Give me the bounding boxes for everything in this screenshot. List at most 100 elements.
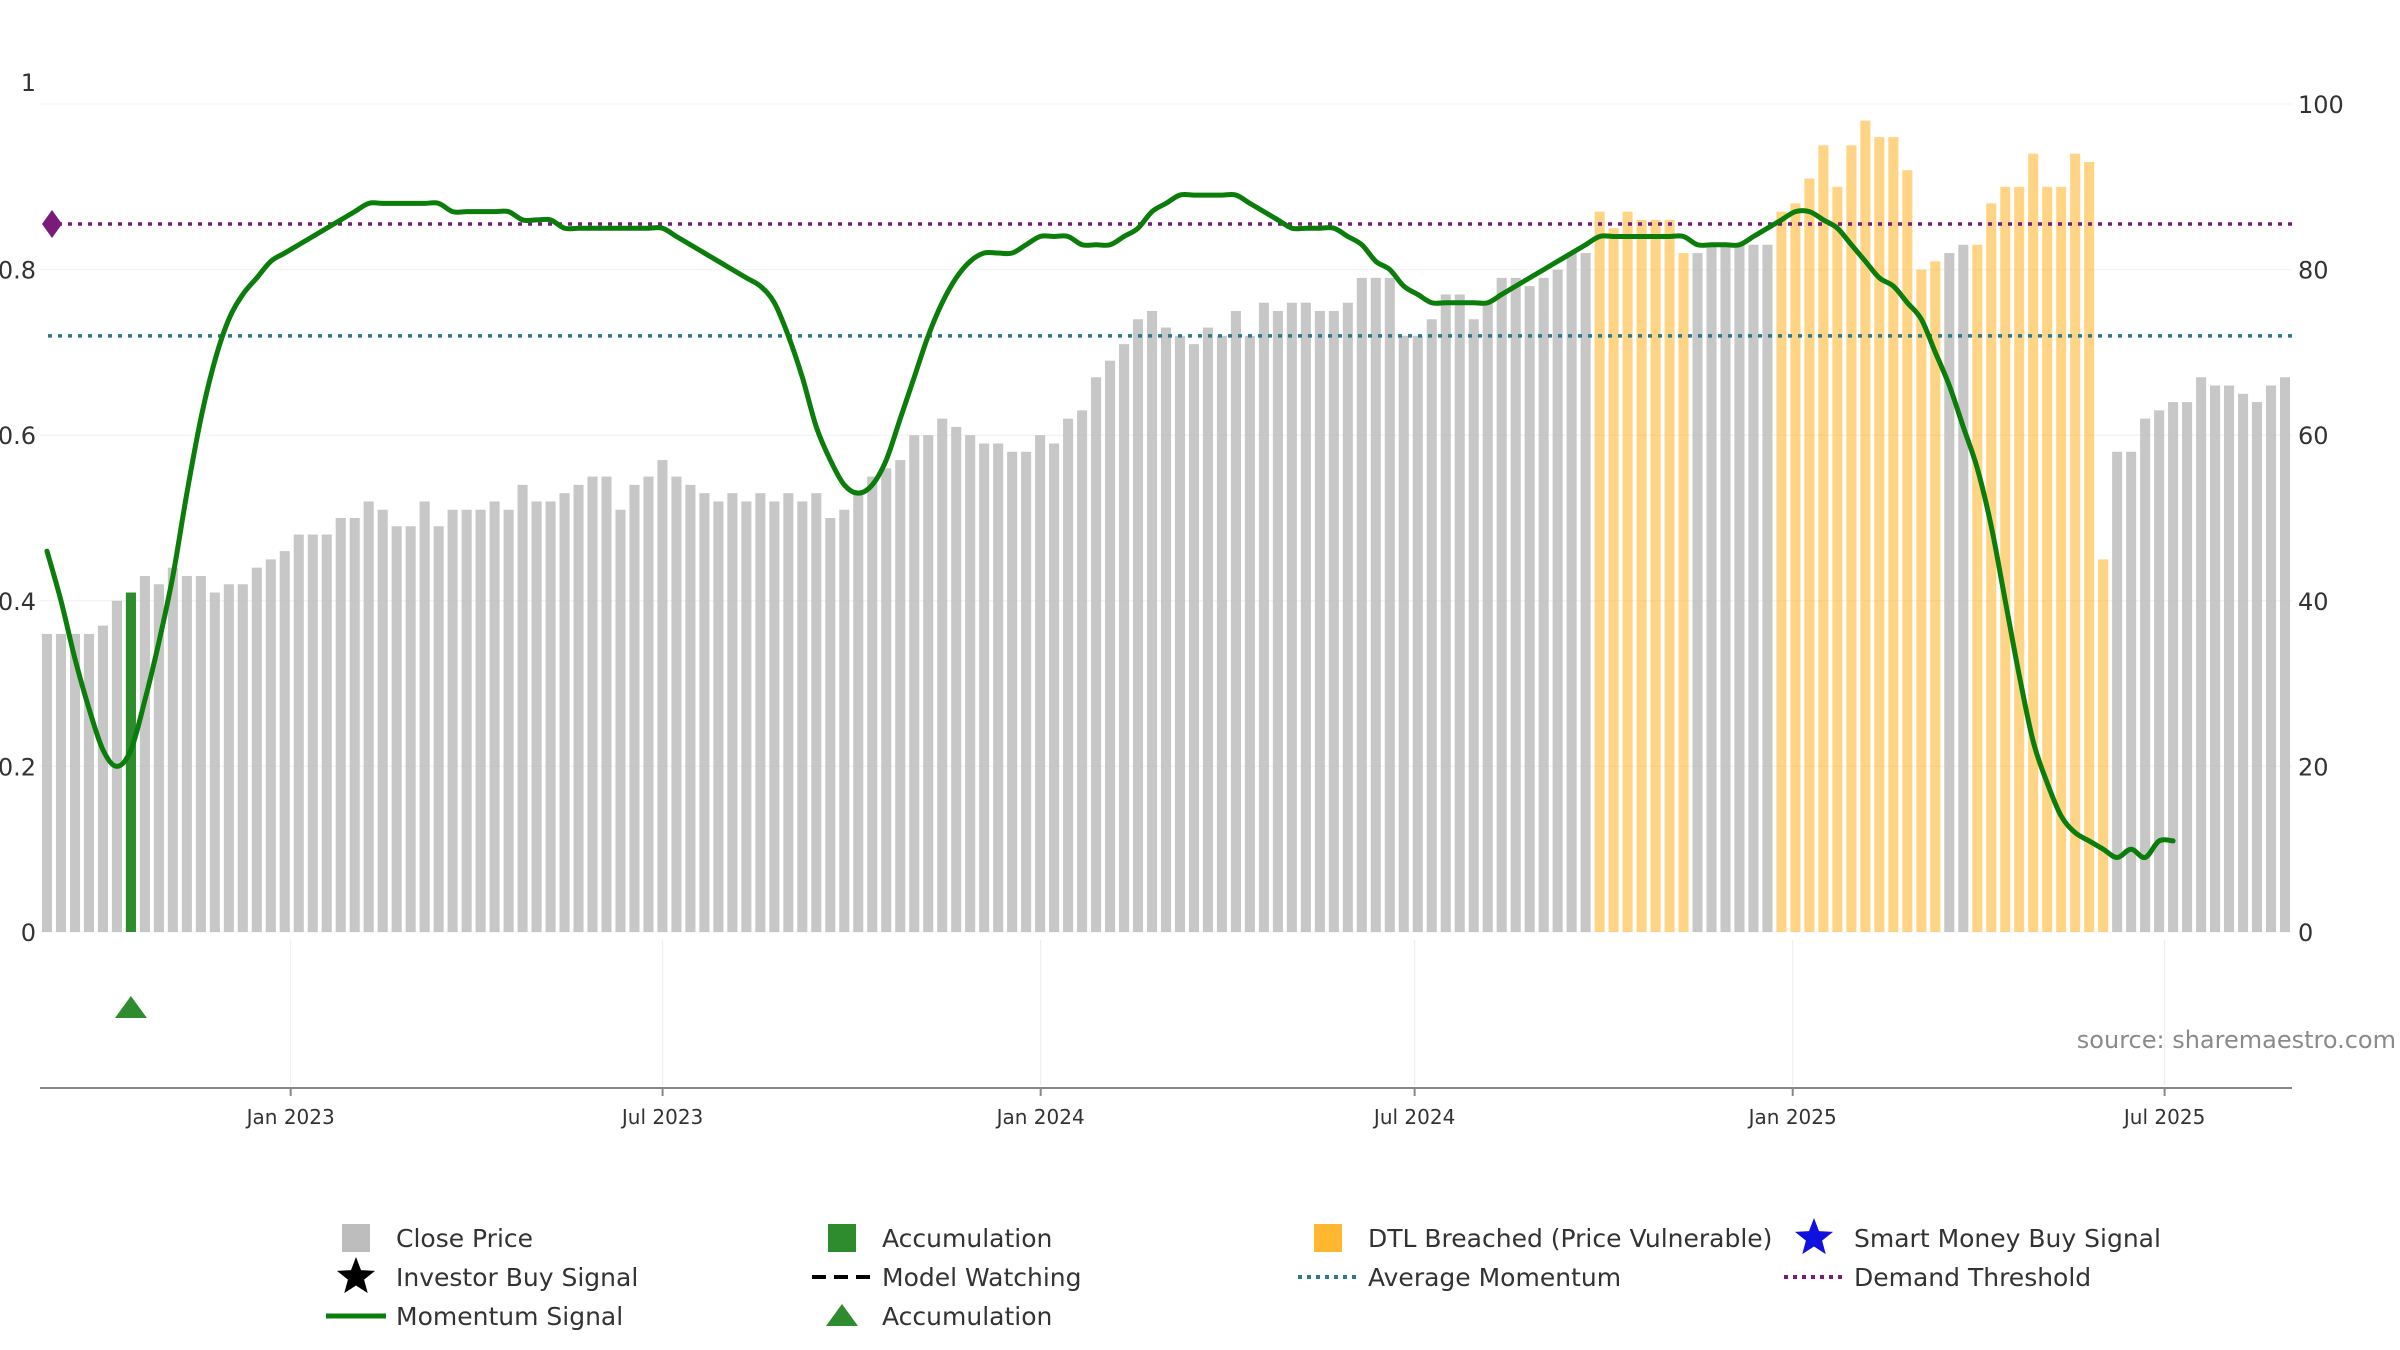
legend-label: Accumulation bbox=[882, 1302, 1052, 1331]
bars-layer bbox=[41, 120, 2291, 933]
close-price-bar bbox=[1384, 277, 1395, 932]
close-price-bar bbox=[433, 526, 444, 932]
close-price-bar bbox=[783, 493, 794, 932]
left-axis-tick-label: 0.2 bbox=[0, 753, 36, 781]
close-price-bar bbox=[2154, 410, 2165, 932]
close-price-bar bbox=[1930, 261, 1941, 932]
close-price-bar bbox=[657, 460, 668, 932]
close-price-bar bbox=[1370, 277, 1381, 932]
legend-item: Close Price bbox=[342, 1224, 533, 1253]
close-price-bar bbox=[2014, 186, 2025, 933]
close-price-bar bbox=[1146, 311, 1158, 932]
close-price-bar bbox=[797, 501, 808, 932]
close-price-bar bbox=[699, 493, 710, 932]
close-price-bar bbox=[1846, 145, 1857, 932]
close-price-bar bbox=[181, 575, 192, 932]
legend-item: Average Momentum bbox=[1298, 1263, 1621, 1292]
x-axis-tick-label: Jul 2024 bbox=[1372, 1105, 1455, 1129]
close-price-bar bbox=[349, 518, 360, 932]
legend-item: DTL Breached (Price Vulnerable) bbox=[1314, 1224, 1772, 1253]
close-price-bar bbox=[2126, 451, 2137, 932]
close-price-bar bbox=[1007, 451, 1018, 932]
close-price-bar bbox=[307, 534, 318, 932]
close-price-bar bbox=[1902, 170, 1913, 933]
right-axis-tick-label: 0 bbox=[2298, 919, 2313, 947]
legend-label: Model Watching bbox=[882, 1263, 1082, 1292]
close-price-bar bbox=[573, 484, 584, 932]
close-price-bar bbox=[2028, 153, 2039, 932]
close-price-bar bbox=[867, 476, 878, 932]
close-price-bar bbox=[1790, 203, 1801, 933]
legend-item: Smart Money Buy Signal bbox=[1794, 1218, 2161, 1255]
close-price-bar bbox=[1622, 211, 1633, 932]
close-price-bar bbox=[1328, 311, 1339, 932]
close-price-bar bbox=[1244, 335, 1255, 933]
close-price-bar bbox=[1636, 219, 1647, 933]
close-price-bar bbox=[853, 493, 864, 932]
close-price-bar bbox=[811, 493, 822, 932]
accumulation-triangle-marker bbox=[114, 996, 147, 1018]
close-price-bar bbox=[1021, 451, 1032, 932]
legend-item: Investor Buy Signal bbox=[336, 1257, 638, 1294]
orange-square-icon bbox=[1314, 1224, 1342, 1252]
close-price-bar bbox=[1748, 244, 1759, 932]
close-price-bar bbox=[41, 633, 53, 932]
close-price-bar bbox=[461, 509, 472, 932]
legend-label: Momentum Signal bbox=[396, 1302, 623, 1331]
legend-item: Demand Threshold bbox=[1784, 1263, 2091, 1292]
close-price-bar bbox=[1454, 294, 1465, 932]
close-price-bar bbox=[2251, 402, 2263, 933]
close-price-bar bbox=[1398, 335, 1409, 933]
close-price-bar bbox=[755, 493, 766, 932]
close-price-bar bbox=[1063, 418, 1074, 932]
green-triangle-icon bbox=[826, 1304, 858, 1326]
demand-threshold-diamond bbox=[42, 210, 62, 239]
legend-item: Accumulation bbox=[828, 1224, 1052, 1253]
close-price-bar bbox=[1706, 244, 1717, 932]
x-axis-tick-label: Jul 2025 bbox=[2122, 1105, 2205, 1129]
close-price-bar bbox=[1804, 178, 1815, 932]
close-price-bar bbox=[1272, 311, 1283, 932]
legend-item: Momentum Signal bbox=[326, 1302, 623, 1331]
close-price-bar bbox=[545, 501, 556, 932]
close-price-bar bbox=[1216, 335, 1227, 933]
left-axis-tick-label: 1 bbox=[21, 69, 36, 97]
close-price-bar bbox=[55, 633, 67, 932]
momentum-signal-line bbox=[44, 191, 2176, 861]
close-price-bar bbox=[1188, 344, 1200, 932]
close-price-bar bbox=[377, 509, 388, 932]
green-square-icon bbox=[828, 1224, 856, 1252]
close-price-bar bbox=[475, 509, 486, 932]
close-price-bar bbox=[1678, 253, 1689, 933]
close-price-bar bbox=[1972, 244, 1983, 932]
close-price-bar bbox=[2084, 161, 2095, 932]
close-price-bar bbox=[1566, 253, 1577, 933]
close-price-bar bbox=[1091, 377, 1102, 932]
close-price-bar bbox=[1077, 410, 1088, 932]
close-price-bar bbox=[1538, 277, 1549, 932]
close-price-bar bbox=[1426, 319, 1437, 932]
x-axis-tick-label: Jan 2024 bbox=[995, 1105, 1085, 1129]
close-price-bar bbox=[1300, 302, 1311, 933]
close-price-bar bbox=[391, 526, 402, 932]
close-price-bar bbox=[1258, 302, 1269, 933]
legend-label: Investor Buy Signal bbox=[396, 1263, 638, 1292]
close-price-bar bbox=[1762, 244, 1773, 932]
close-price-bar bbox=[601, 476, 612, 932]
close-price-bar bbox=[2070, 153, 2081, 932]
close-price-bar bbox=[1818, 145, 1829, 932]
close-price-bar bbox=[559, 493, 570, 932]
close-price-bar bbox=[195, 575, 206, 932]
close-price-bar bbox=[223, 584, 234, 932]
left-axis-tick-label: 0.6 bbox=[0, 422, 36, 450]
close-price-bar bbox=[1356, 277, 1367, 932]
close-price-bar bbox=[1482, 302, 1493, 933]
close-price-bar bbox=[1412, 335, 1423, 933]
close-price-bar bbox=[1468, 319, 1479, 932]
close-price-bar bbox=[97, 625, 108, 932]
close-price-bar bbox=[2042, 186, 2053, 933]
close-price-bar bbox=[2168, 402, 2179, 933]
right-axis-tick-label: 40 bbox=[2298, 588, 2329, 616]
close-price-bar bbox=[587, 476, 598, 932]
